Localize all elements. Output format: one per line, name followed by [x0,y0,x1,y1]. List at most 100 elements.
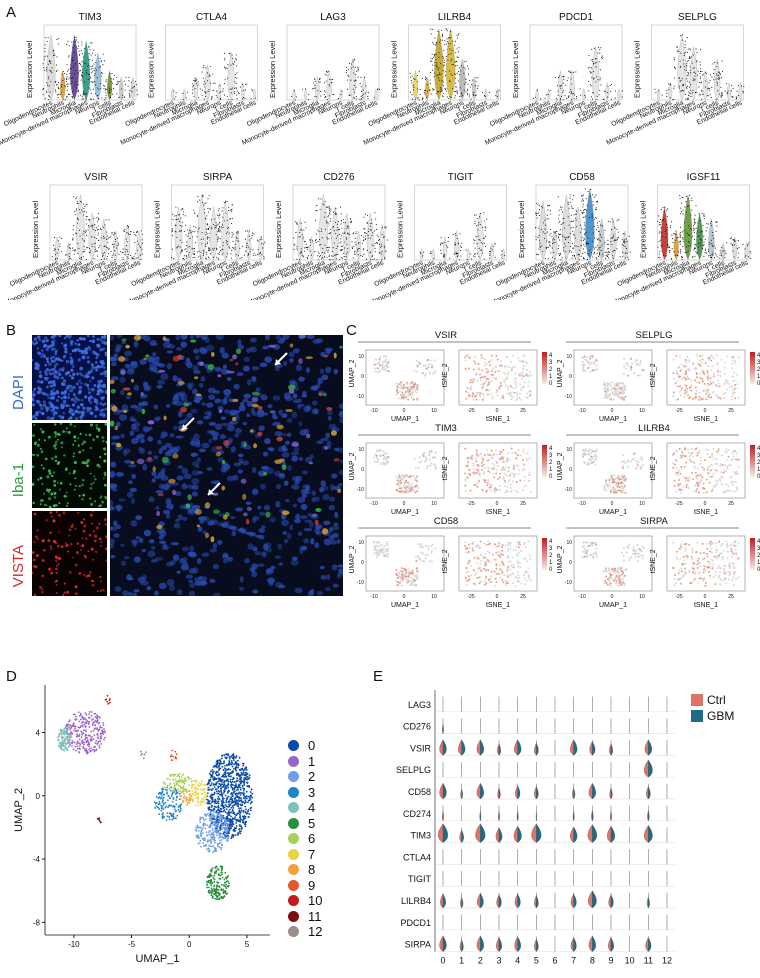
cluster-11-points [96,817,102,824]
legend-label: 12 [308,924,323,939]
violin-gbm [592,824,598,843]
violin-cd276-2 [319,194,328,261]
color-bar [750,538,755,570]
y-tick-label: -4 [33,855,41,864]
violin-pdcd1-2 [557,70,563,101]
x-tick-label: 11 [644,956,653,966]
tsne-x-label: tSNE_1 [694,602,718,609]
violin-row-cd276: CD276 [403,718,675,734]
y-axis-label: Expression Level [274,201,283,258]
tsne-y-label: tSNE_2 [442,549,449,573]
umap-y-tick: -10 [565,487,572,493]
violin-lag3-6 [362,76,367,101]
umap-x-label: UMAP_1 [599,416,627,423]
legend-label: Ctrl [707,693,726,707]
channel-label-vista: VISTA [10,545,27,588]
violin-ctrl [570,739,574,756]
violin-ctrl [477,892,481,909]
violin-ctrl [534,895,537,909]
y-axis-label: UMAP_2 [13,788,25,832]
color-bar-tick: 3 [549,546,553,552]
plot-frame [286,24,380,101]
x-tick-label: 2 [478,956,483,966]
gene-title-selplg: SELPLG [678,12,717,23]
violin-selplg-7 [738,82,743,101]
legend-label: GBM [707,709,734,723]
umap-x-label: UMAP_1 [391,509,419,516]
violin-sirpa-2 [197,194,207,261]
violin-ctrl [608,936,612,952]
gene-title-lilrb4: LILRB4 [438,12,472,23]
color-bar-tick: 1 [549,560,553,566]
tsne-x-tick: 0 [704,501,707,507]
tsne-x-tick: -25 [675,501,682,507]
violin-gbm [498,827,503,843]
violin-tigit-0 [419,248,424,261]
violin-ctrl [439,739,444,756]
umap-x-tick: 10 [431,408,437,414]
tsne-x-tick: 0 [704,408,707,414]
violin-gbm [610,894,614,909]
x-tick-label: 6 [552,956,557,966]
violin-gbm [517,893,521,909]
umap-y-tick: 10 [358,354,364,360]
cluster-12-points [140,750,147,760]
cluster-10-points [104,694,111,705]
x-tick-label: -10 [68,940,80,949]
violin-selplg-1 [668,82,673,101]
violin-pdcd1-5 [591,46,600,101]
color-bar-tick: 1 [757,374,760,380]
violin-gbm [517,936,521,952]
legend-swatch [691,694,703,706]
violin-gbm [536,742,539,756]
violin-lag3-2 [315,76,320,101]
color-bar-tick: 4 [549,353,553,359]
violin-lag3-3 [326,70,332,101]
violin-ctrl [496,936,500,952]
violin-gbm [442,782,447,800]
x-tick-label: 1 [459,956,464,966]
gene-title-tim3: TIM3 [79,12,102,23]
gene-title-vsir: VSIR [84,172,107,183]
violin-ctrl [531,823,537,843]
tsne-x-tick: -25 [467,594,474,600]
legend-item-cluster-10: 10 [288,893,322,908]
violin-gbm [517,811,519,821]
umap-y-tick: 0 [361,374,364,380]
violin-pdcd1-7 [617,88,621,101]
color-bar-tick: 3 [757,453,760,459]
color-bar-tick: 2 [549,460,553,466]
violin-cd58-4 [585,188,595,261]
color-bar [750,352,755,384]
color-bar-tick: 3 [549,453,553,459]
plot-frame [414,184,507,261]
y-axis-label: Expression Level [147,41,156,98]
violin-ctrl [570,826,574,843]
umap-x-label: UMAP_1 [599,602,627,609]
gene-title-tigit: TIGIT [448,172,474,183]
violin-ctrl [497,743,500,756]
violin-gbm [648,786,651,800]
color-bar-tick: 0 [549,474,553,480]
arrow-marker-2 [181,417,195,431]
color-bar-tick: 0 [757,567,760,573]
cluster-9-points [169,749,178,762]
violin-ctrl [460,788,462,800]
violin-lag3-1 [304,88,308,101]
plot-frame [43,24,137,101]
violin-sirpa-3 [209,206,218,261]
violin-ctrl [587,824,593,843]
violin-ctrl [591,810,593,822]
umap-frame [365,349,445,406]
umap-x-tick: -10 [578,594,585,600]
channel-label-dapi: DAPI [10,375,27,411]
violin-ctrl [534,742,537,756]
violin-gbm [536,938,539,952]
plot-frame [292,184,386,261]
color-bar-tick: 1 [757,560,760,566]
legend-swatch [288,833,299,844]
